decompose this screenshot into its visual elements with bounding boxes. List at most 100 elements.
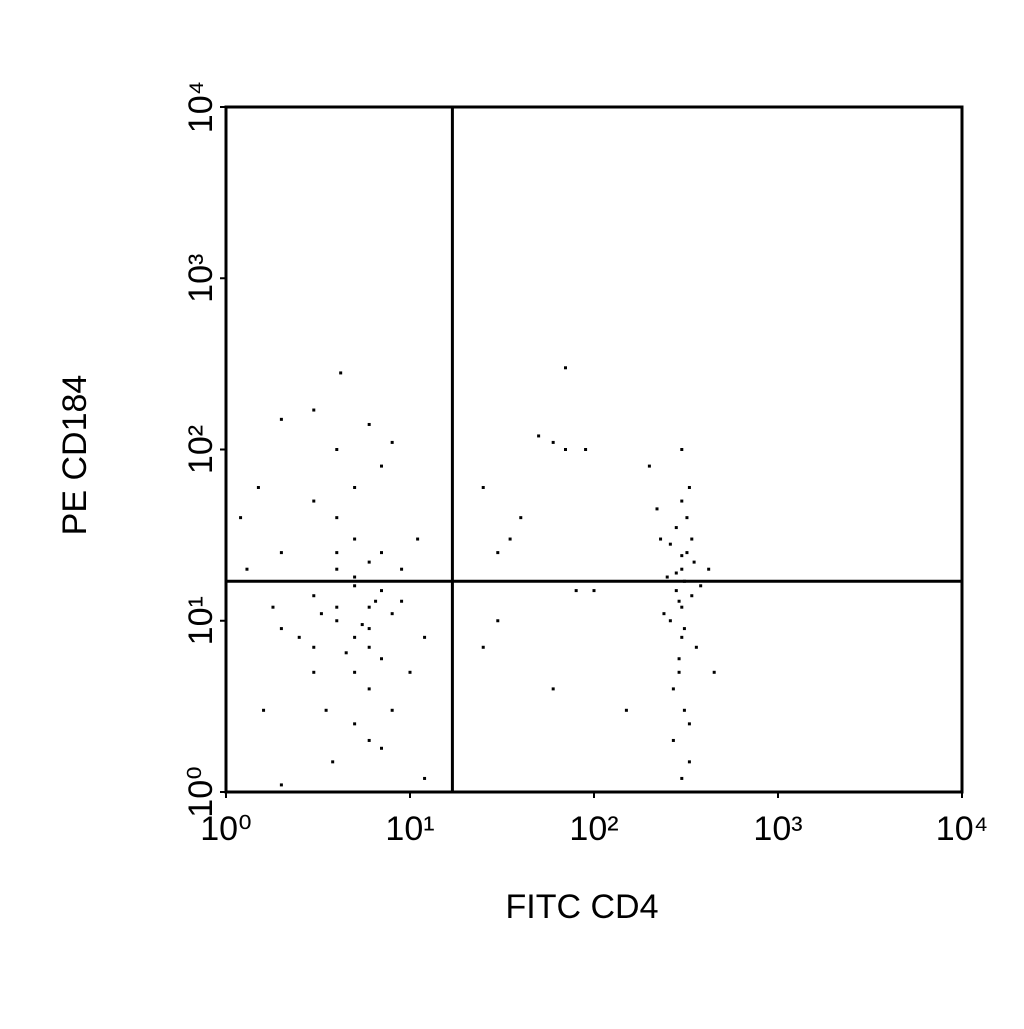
data-point bbox=[353, 537, 357, 541]
data-point bbox=[324, 708, 328, 712]
data-point bbox=[353, 485, 357, 489]
data-point bbox=[659, 537, 663, 541]
data-point bbox=[360, 623, 364, 627]
data-point bbox=[390, 440, 394, 444]
data-point bbox=[481, 645, 485, 649]
data-point bbox=[335, 516, 339, 520]
data-point bbox=[592, 589, 596, 593]
plot-frame bbox=[224, 105, 964, 794]
data-point bbox=[692, 560, 696, 564]
data-point bbox=[256, 485, 260, 489]
data-point bbox=[519, 516, 523, 520]
data-point bbox=[481, 485, 485, 489]
data-point bbox=[584, 448, 588, 451]
data-point bbox=[331, 760, 335, 764]
data-point bbox=[312, 499, 316, 503]
y-tick-label: 10³ bbox=[182, 254, 220, 303]
data-point bbox=[680, 605, 684, 609]
data-point bbox=[674, 571, 678, 575]
data-point bbox=[297, 635, 301, 639]
data-point bbox=[687, 722, 691, 726]
data-point bbox=[671, 687, 675, 691]
data-point bbox=[239, 516, 243, 520]
x-axis-label: FITC CD4 bbox=[506, 888, 659, 926]
data-point bbox=[353, 670, 357, 674]
data-point bbox=[367, 645, 371, 649]
data-point bbox=[335, 605, 339, 609]
data-point bbox=[690, 537, 694, 541]
data-point bbox=[367, 687, 371, 691]
data-point bbox=[508, 537, 512, 541]
data-point bbox=[496, 551, 500, 555]
y-tick-label: 10⁴ bbox=[182, 81, 220, 133]
data-point bbox=[694, 645, 698, 649]
data-point bbox=[680, 776, 684, 780]
data-point bbox=[677, 670, 681, 674]
data-point bbox=[674, 526, 678, 530]
data-point bbox=[262, 708, 266, 712]
data-point bbox=[279, 551, 283, 555]
data-point bbox=[279, 627, 283, 631]
data-point bbox=[674, 589, 678, 593]
data-point bbox=[379, 746, 383, 750]
data-point bbox=[680, 554, 684, 558]
data-point bbox=[335, 619, 339, 623]
data-point bbox=[390, 612, 394, 616]
y-tick-label: 10¹ bbox=[182, 596, 220, 645]
data-point bbox=[680, 567, 684, 571]
data-point bbox=[707, 567, 711, 571]
y-axis-label: PE CD184 bbox=[56, 375, 94, 536]
data-point bbox=[367, 422, 371, 426]
data-point bbox=[685, 516, 689, 520]
data-point bbox=[551, 440, 555, 444]
data-point bbox=[563, 448, 567, 451]
data-point bbox=[624, 708, 628, 712]
data-point bbox=[367, 560, 371, 564]
data-point bbox=[335, 551, 339, 555]
x-tick-label: 10¹ bbox=[385, 810, 434, 848]
data-point bbox=[687, 760, 691, 764]
data-point bbox=[647, 464, 651, 468]
data-point bbox=[353, 584, 357, 588]
data-point bbox=[279, 417, 283, 421]
y-tick-label: 10⁰ bbox=[182, 766, 220, 817]
data-point bbox=[279, 783, 283, 787]
data-point bbox=[680, 448, 684, 451]
data-point bbox=[271, 605, 275, 609]
data-point bbox=[312, 645, 316, 649]
data-point bbox=[551, 687, 555, 691]
data-point bbox=[423, 776, 427, 780]
y-tick-label: 10² bbox=[182, 425, 220, 474]
data-point bbox=[400, 599, 404, 603]
data-point bbox=[680, 635, 684, 639]
x-tick-label: 10⁴ bbox=[936, 810, 988, 848]
data-point bbox=[335, 567, 339, 571]
data-point bbox=[690, 594, 694, 598]
data-point bbox=[680, 499, 684, 503]
data-point bbox=[339, 371, 343, 375]
data-point bbox=[390, 708, 394, 712]
data-point bbox=[712, 670, 716, 674]
data-point bbox=[687, 485, 691, 489]
data-point bbox=[655, 507, 659, 511]
data-point bbox=[312, 408, 316, 412]
data-point bbox=[367, 627, 371, 631]
data-point bbox=[367, 605, 371, 609]
x-tick-label: 10² bbox=[569, 810, 618, 848]
data-point bbox=[668, 619, 672, 623]
data-point bbox=[423, 635, 427, 639]
data-point bbox=[408, 670, 412, 674]
data-point bbox=[379, 551, 383, 555]
data-point bbox=[416, 537, 420, 541]
data-point bbox=[374, 599, 378, 603]
data-point bbox=[699, 584, 703, 588]
data-point bbox=[353, 635, 357, 639]
data-point bbox=[677, 599, 681, 603]
data-point bbox=[665, 575, 669, 579]
data-point bbox=[668, 542, 672, 546]
data-point bbox=[319, 612, 323, 616]
data-point bbox=[671, 738, 675, 742]
data-point bbox=[353, 575, 357, 579]
x-tick-label: 10³ bbox=[753, 810, 802, 848]
